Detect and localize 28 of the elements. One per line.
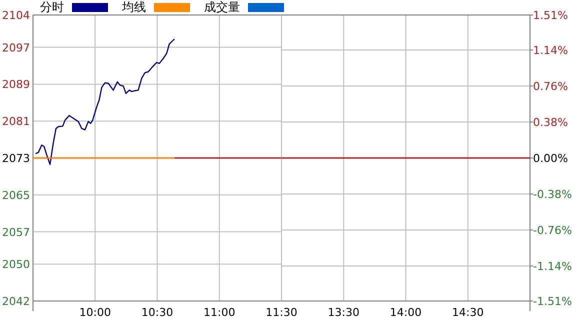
legend-label: 成交量	[204, 0, 240, 14]
x-tick-label: 11:00	[204, 306, 236, 319]
x-tick-label: 11:30	[266, 306, 298, 319]
x-tick-label: 14:30	[452, 306, 484, 319]
y2-tick-label: 1.51%	[533, 9, 568, 22]
y2-tick-label: -0.38%	[533, 188, 572, 201]
y2-tick-label: 0.00%	[533, 152, 568, 165]
y2-tick-label: 0.38%	[533, 116, 568, 130]
y-tick-label: 2042	[2, 295, 30, 308]
y-tick-label: 2065	[2, 188, 30, 202]
legend-label: 均线	[121, 0, 146, 14]
y2-tick-label: 1.14%	[533, 44, 568, 58]
y2-tick-label: -1.14%	[533, 260, 572, 273]
y-tick-label: 2089	[2, 78, 30, 92]
y-tick-label: 2057	[2, 226, 30, 239]
y2-tick-label: -0.76%	[533, 224, 572, 237]
y2-tick-label: 0.76%	[533, 80, 568, 94]
y-tick-label: 2073	[2, 152, 30, 165]
y-tick-label: 2097	[2, 41, 30, 54]
legend-label: 分时	[40, 0, 64, 14]
y-tick-label: 2104	[2, 9, 30, 22]
x-tick-label: 10:00	[79, 306, 111, 319]
y-tick-label: 2081	[2, 115, 30, 128]
x-tick-label: 13:30	[328, 306, 360, 319]
x-tick-label: 14:00	[390, 306, 422, 319]
y-tick-label: 2050	[2, 258, 30, 272]
y2-tick-label: -1.51%	[533, 295, 572, 308]
x-tick-label: 10:30	[141, 306, 174, 319]
